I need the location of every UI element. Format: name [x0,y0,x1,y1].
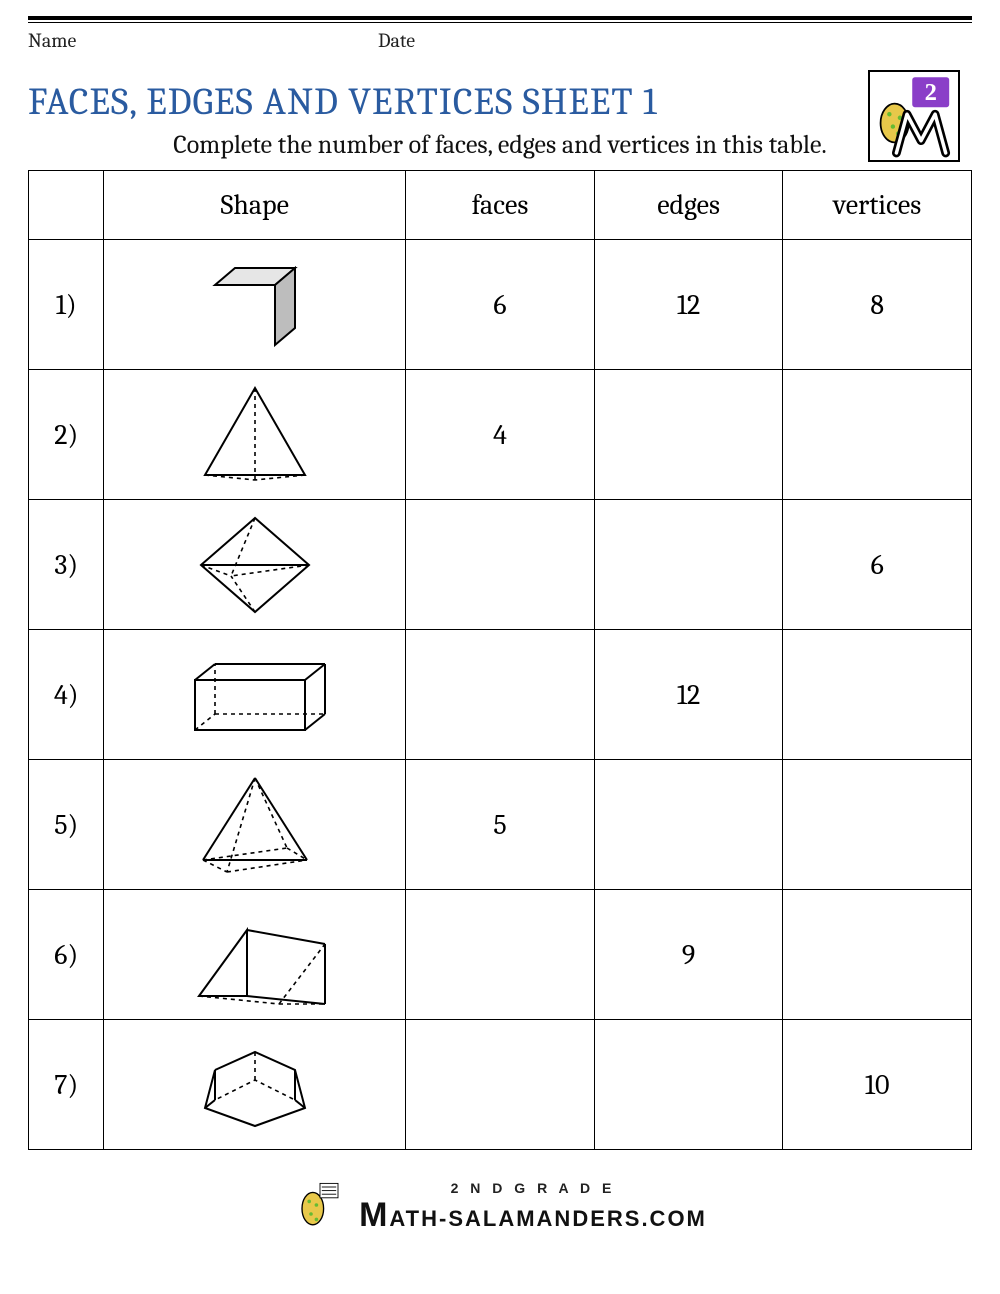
brand-logo: 2 [868,70,960,162]
table-header-row: Shape faces edges vertices [29,171,972,240]
footer-grade: 2 N D G R A D E [359,1180,707,1196]
octahedron-icon [175,510,335,620]
row-number: 2) [29,370,104,500]
vertices-cell: 6 [783,500,972,630]
faces-cell [406,1020,595,1150]
cube-icon [175,250,335,360]
row-number: 5) [29,760,104,890]
row-number: 4) [29,630,104,760]
header-shape: Shape [104,171,406,240]
edges-cell [594,500,783,630]
shape-cell-pentagonal-prism [104,1020,406,1150]
faces-cell [406,630,595,760]
faces-cell: 4 [406,370,595,500]
table-row: 4) 12 [29,630,972,760]
edges-cell: 12 [594,630,783,760]
edges-cell: 9 [594,890,783,1020]
faces-cell: 6 [406,240,595,370]
grade-badge-number: 2 [925,79,937,106]
date-label: Date [378,29,678,52]
instruction-text: Complete the number of faces, edges and … [28,130,972,160]
worksheet-page: Name Date 2 FACES, EDGES AND VERTICES SH… [0,16,1000,1276]
table-row: 3) 6 [29,500,972,630]
row-number: 1) [29,240,104,370]
edges-cell: 12 [594,240,783,370]
header-edges: edges [594,171,783,240]
shape-cell-octahedron [104,500,406,630]
table-row: 6) 9 [29,890,972,1020]
shapes-table: Shape faces edges vertices 1) 6 12 8 2) … [28,170,972,1150]
rectangular-prism-icon [175,640,335,750]
row-number: 3) [29,500,104,630]
shape-cell-rectangular-prism [104,630,406,760]
table-row: 2) 4 [29,370,972,500]
footer-brand: MATH-SALAMANDERS.COM [359,1196,707,1235]
tetrahedron-icon [175,380,335,490]
table-row: 7) 10 [29,1020,972,1150]
vertices-cell [783,760,972,890]
header-num [29,171,104,240]
vertices-cell [783,630,972,760]
faces-cell [406,500,595,630]
edges-cell [594,760,783,890]
triangular-prism-icon [175,900,335,1010]
table-row: 1) 6 12 8 [29,240,972,370]
shape-cell-triangular-prism [104,890,406,1020]
faces-cell: 5 [406,760,595,890]
shape-cell-tetrahedron [104,370,406,500]
shape-cell-cube [104,240,406,370]
vertices-cell: 8 [783,240,972,370]
edges-cell [594,1020,783,1150]
row-number: 7) [29,1020,104,1150]
pentagonal-prism-icon [175,1030,335,1140]
top-rule-thick [28,16,972,20]
edges-cell [594,370,783,500]
meta-row: Name Date [28,29,972,52]
top-rule-thin [28,22,972,23]
header-vertices: vertices [783,171,972,240]
vertices-cell: 10 [783,1020,972,1150]
vertices-cell [783,370,972,500]
vertices-cell [783,890,972,1020]
footer-logo-icon [293,1178,347,1236]
faces-cell [406,890,595,1020]
name-label: Name [28,29,338,52]
table-row: 5) 5 [29,760,972,890]
row-number: 6) [29,890,104,1020]
worksheet-title: FACES, EDGES AND VERTICES SHEET 1 [28,80,972,124]
shape-cell-square-pyramid [104,760,406,890]
footer: 2 N D G R A D E MATH-SALAMANDERS.COM [28,1178,972,1236]
square-pyramid-icon [175,770,335,880]
header-faces: faces [406,171,595,240]
